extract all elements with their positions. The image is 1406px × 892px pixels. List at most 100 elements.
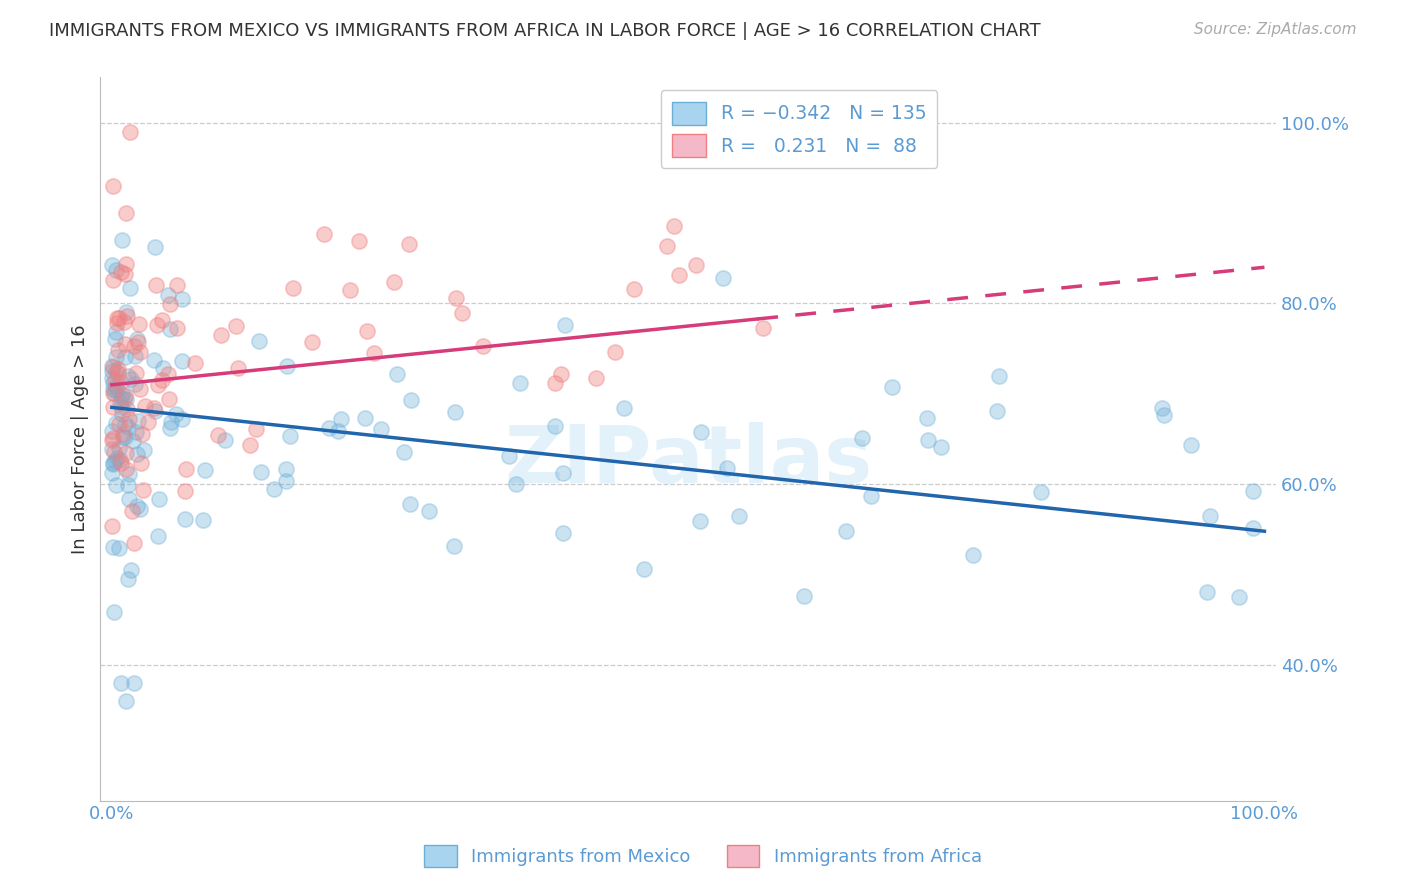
Point [157, 288, 180, 302]
Point [689, 425, 711, 439]
Point [1031, 484, 1053, 499]
Point [122, 434, 145, 448]
Point [124, 339, 146, 353]
Point [166, 321, 188, 335]
Point [752, 321, 775, 335]
Point [114, 350, 136, 364]
Point [633, 562, 655, 576]
Point [174, 483, 197, 498]
Point [159, 322, 181, 336]
Point [124, 366, 146, 380]
Point [121, 563, 143, 577]
Point [685, 259, 707, 273]
Point [225, 319, 247, 334]
Point [339, 284, 361, 298]
Point [143, 240, 166, 254]
Point [398, 236, 420, 251]
Point [114, 430, 136, 444]
Point [131, 427, 153, 442]
Point [105, 316, 128, 330]
Point [326, 424, 349, 438]
Point [101, 273, 124, 287]
Point [118, 125, 141, 139]
Point [104, 416, 127, 430]
Point [148, 529, 170, 543]
Point [986, 404, 1008, 418]
Point [108, 541, 131, 555]
Point [716, 460, 738, 475]
Point [550, 367, 572, 381]
Point [623, 282, 645, 296]
Point [347, 235, 370, 249]
Point [103, 385, 125, 400]
Point [132, 443, 155, 458]
Point [214, 433, 236, 447]
Point [104, 454, 127, 468]
Point [226, 361, 249, 376]
Point [117, 478, 139, 492]
Point [101, 467, 124, 481]
Point [105, 350, 128, 364]
Point [124, 376, 146, 391]
Point [689, 514, 711, 528]
Point [105, 478, 128, 492]
Point [108, 453, 131, 467]
Legend: R = −0.342   N = 135, R =   0.231   N =  88: R = −0.342 N = 135, R = 0.231 N = 88 [661, 90, 938, 168]
Point [110, 391, 132, 405]
Point [105, 263, 128, 277]
Point [150, 373, 173, 387]
Point [382, 275, 405, 289]
Point [1199, 508, 1222, 523]
Point [110, 407, 132, 421]
Point [114, 417, 136, 432]
Point [124, 536, 146, 550]
Point [101, 424, 124, 438]
Point [370, 422, 392, 436]
Point [110, 375, 132, 389]
Point [112, 315, 135, 329]
Point [108, 310, 131, 325]
Point [115, 206, 138, 220]
Point [318, 421, 340, 435]
Point [121, 504, 143, 518]
Point [418, 504, 440, 518]
Point [110, 400, 132, 414]
Point [104, 383, 127, 397]
Point [112, 426, 135, 441]
Point [1153, 408, 1175, 422]
Point [103, 382, 125, 396]
Point [101, 431, 124, 445]
Point [114, 446, 136, 460]
Point [174, 462, 197, 476]
Point [207, 428, 229, 442]
Point [117, 572, 139, 586]
Point [124, 350, 146, 364]
Point [125, 447, 148, 461]
Point [363, 346, 385, 360]
Point [146, 318, 169, 332]
Point [173, 512, 195, 526]
Point [354, 410, 377, 425]
Point [125, 332, 148, 346]
Point [103, 386, 125, 401]
Point [1227, 590, 1250, 604]
Point [276, 359, 298, 374]
Point [142, 401, 165, 415]
Point [127, 335, 149, 350]
Point [117, 368, 139, 383]
Point [668, 268, 690, 282]
Point [172, 411, 194, 425]
Text: Source: ZipAtlas.com: Source: ZipAtlas.com [1194, 22, 1357, 37]
Point [128, 345, 150, 359]
Point [915, 411, 938, 425]
Point [962, 549, 984, 563]
Point [101, 364, 124, 378]
Point [120, 372, 142, 386]
Point [110, 456, 132, 470]
Point [125, 499, 148, 513]
Point [115, 401, 138, 416]
Point [108, 417, 131, 432]
Point [105, 363, 128, 377]
Point [399, 497, 422, 511]
Text: ZIPatlas: ZIPatlas [503, 422, 872, 500]
